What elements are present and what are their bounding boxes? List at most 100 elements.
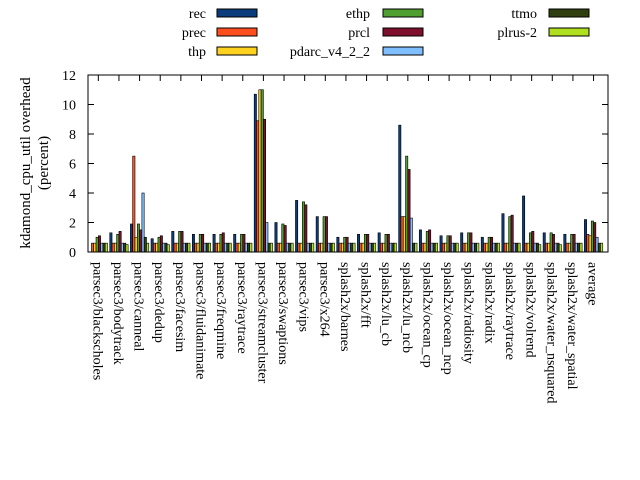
bar-thp-3	[155, 242, 159, 253]
bar-prcl-20	[510, 214, 514, 253]
bar-pdarc_v4_2_2-8	[265, 222, 269, 253]
legend-swatch-ethp	[382, 8, 424, 18]
bar-pdarc_v4_2_2-3	[162, 242, 166, 253]
bar-thp-12	[341, 242, 344, 253]
bar-thp-15	[402, 216, 406, 253]
bar-ethp-16	[425, 231, 429, 253]
bar-ethp-14	[384, 234, 388, 253]
bar-prec-23	[565, 242, 569, 253]
bar-prec-11	[318, 242, 322, 253]
x-tick-label-9: parsec3/swaptions	[275, 262, 290, 365]
bar-thp-10	[299, 242, 303, 253]
bar-thp-5	[196, 242, 200, 253]
x-tick-label-13: splash2x/fft	[358, 262, 373, 328]
x-tick-label-24: average	[585, 262, 600, 306]
bar-prcl-1	[118, 231, 122, 253]
x-tick-label-22: splash2x/water_nsquared	[543, 262, 558, 404]
bar-prcl-22	[551, 234, 555, 253]
bar-plrus-2-21	[538, 244, 542, 253]
y-tick-label-3: 6	[69, 158, 76, 173]
bar-ttmo-24	[597, 242, 601, 253]
bar-rec-4	[171, 231, 175, 253]
bar-ttmo-5	[205, 242, 209, 253]
bar-ttmo-17	[453, 242, 457, 253]
bar-rec-15	[398, 124, 402, 253]
bar-ttmo-1	[123, 242, 127, 253]
bar-prcl-6	[221, 232, 225, 253]
bar-thp-0	[93, 242, 97, 253]
bar-prcl-15	[407, 169, 411, 253]
bar-prec-18	[462, 242, 466, 253]
bar-prec-1	[111, 242, 115, 253]
bar-plrus-2-10	[311, 242, 315, 253]
y-tick-label-1: 2	[69, 217, 76, 232]
bar-plrus-2-23	[579, 242, 583, 253]
bar-ethp-18	[467, 232, 471, 253]
bar-prec-9	[276, 242, 280, 253]
x-tick-label-17: splash2x/ocean_ncp	[440, 262, 455, 375]
bar-pdarc_v4_2_2-1	[120, 242, 124, 253]
bar-pdarc_v4_2_2-12	[347, 242, 351, 253]
x-tick-label-6: parsec3/freqmine	[213, 262, 228, 359]
bar-thp-21	[526, 242, 530, 253]
bar-plrus-2-7	[249, 242, 253, 253]
bar-plrus-2-9	[290, 242, 294, 253]
x-tick-label-21: splash2x/volrend	[523, 262, 538, 358]
bar-ttmo-10	[308, 242, 312, 253]
y-tick-label-4: 8	[69, 128, 76, 143]
bar-prcl-3	[159, 235, 163, 253]
bar-ttmo-6	[226, 242, 230, 253]
bar-plrus-2-2	[146, 242, 150, 253]
bar-ethp-2	[136, 223, 140, 253]
legend-label-prcl: prcl	[348, 26, 370, 41]
x-tick-label-1: parsec3/bodytrack	[110, 262, 125, 365]
y-axis-label: kdamond_cpu_util overhead (percent)	[18, 77, 52, 249]
bar-rec-12	[336, 236, 340, 253]
bar-thp-2	[134, 236, 138, 253]
bar-ethp-23	[570, 234, 574, 253]
bar-prcl-17	[448, 235, 452, 253]
bar-ttmo-20	[515, 242, 519, 253]
y-axis-title: kdamond_cpu_util overhead	[18, 77, 34, 249]
bar-plrus-2-20	[517, 242, 521, 253]
bar-pdarc_v4_2_2-11	[327, 242, 331, 253]
bar-rec-16	[418, 229, 422, 253]
plot-frame	[87, 74, 609, 253]
bar-thp-4	[175, 242, 179, 253]
bar-prcl-12	[345, 236, 349, 253]
bar-prec-2	[132, 155, 136, 253]
bar-prec-22	[545, 242, 548, 253]
bar-pdarc_v4_2_2-0	[100, 242, 104, 253]
bar-rec-17	[439, 235, 443, 253]
x-tick-label-7: parsec3/raytrace	[234, 262, 249, 354]
bar-ttmo-9	[288, 242, 292, 253]
bar-thp-22	[547, 242, 551, 253]
bar-rec-18	[460, 232, 464, 253]
bar-thp-16	[423, 242, 427, 253]
bar-ttmo-19	[494, 242, 498, 253]
bar-prcl-10	[304, 204, 308, 253]
bar-prcl-21	[531, 231, 535, 253]
bar-plrus-2-4	[187, 242, 191, 253]
x-tick-label-16: splash2x/ocean_cp	[419, 262, 434, 368]
bar-thp-8	[258, 89, 262, 253]
bar-thp-23	[568, 242, 571, 253]
x-tick-label-3: parsec3/dedup	[151, 262, 166, 343]
bar-prcl-14	[386, 234, 390, 253]
x-tick-label-0: parsec3/blackscholes	[89, 262, 104, 380]
bar-rec-21	[522, 195, 526, 253]
bar-prec-15	[400, 216, 404, 253]
bar-prec-20	[503, 242, 507, 253]
bar-prcl-8	[263, 118, 266, 253]
bar-pdarc_v4_2_2-14	[389, 242, 393, 253]
bar-rec-1	[109, 232, 113, 253]
bar-ethp-21	[529, 232, 532, 253]
bar-plrus-2-0	[104, 242, 108, 253]
bar-prcl-23	[572, 234, 576, 253]
y-axis: 0 2 4 6 8 10 12	[62, 69, 608, 261]
bar-ttmo-15	[412, 242, 416, 253]
legend-label-pdarc_v4_2_2: pdarc_v4_2_2	[290, 45, 370, 60]
legend-label-plrus-2: plrus-2	[497, 26, 537, 41]
bar-ethp-13	[363, 234, 367, 253]
